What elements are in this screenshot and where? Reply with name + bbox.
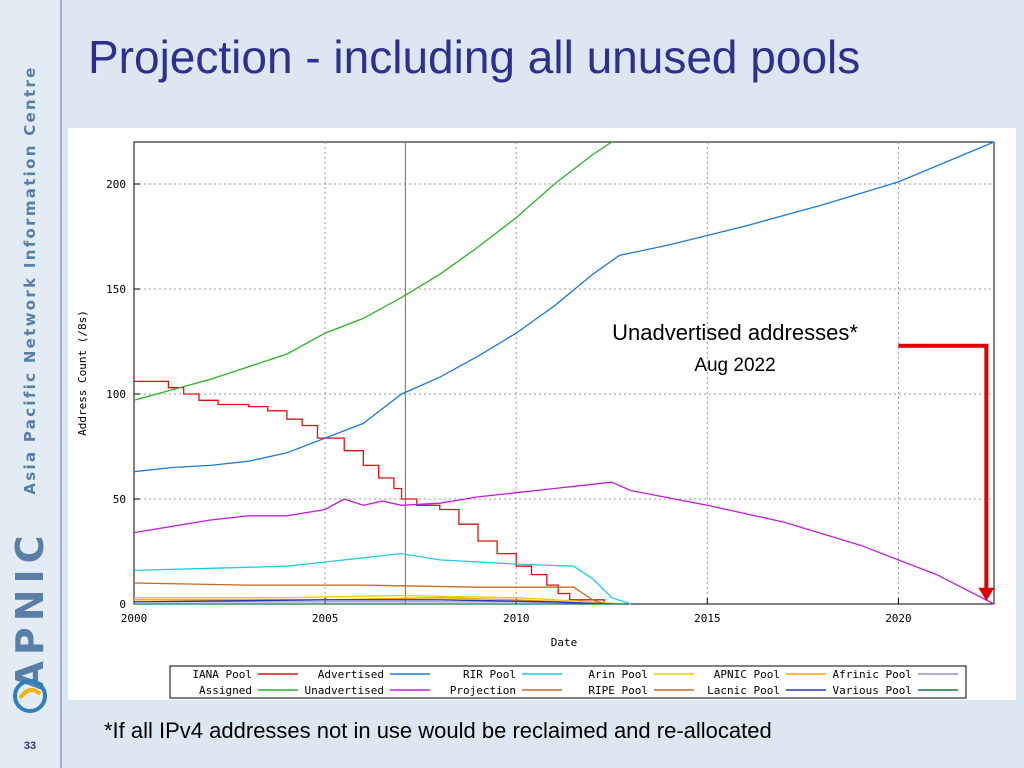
page-number: 33 — [23, 740, 37, 752]
x-tick-label: 2015 — [694, 612, 721, 625]
series-line — [133, 481, 995, 605]
y-tick-label: 50 — [113, 493, 126, 506]
legend-label: Unadvertised — [305, 684, 384, 697]
plot-frame — [133, 141, 995, 605]
x-tick-label: 2020 — [885, 612, 912, 625]
y-tick-label: 0 — [119, 598, 126, 611]
apnic-logo-icon — [13, 679, 47, 713]
sidebar: Asia Pacific Network Information Centre … — [0, 0, 62, 768]
chart-area: 0 50 100 150 200 2000 2005 2010 2015 2020 Addres… — [68, 128, 1016, 700]
legend-label: RIPE Pool — [588, 684, 648, 697]
org-name-vertical: Asia Pacific Network Information Centre — [21, 65, 39, 495]
gridlines — [134, 142, 994, 604]
legend-box — [169, 665, 967, 699]
footnote: *If all IPv4 addresses not in use would … — [104, 718, 772, 743]
legend-label: Arin Pool — [588, 668, 648, 681]
chart-svg: 0 50 100 150 200 2000 2005 2010 2015 2020 Addres… — [76, 141, 995, 699]
x-tick-label: 2010 — [503, 612, 530, 625]
series-line — [133, 582, 605, 605]
slide-title: Projection - including all unused pools — [88, 31, 861, 83]
x-tick-label: 2000 — [121, 612, 148, 625]
x-axis-label: Date — [551, 636, 578, 649]
legend-label: Various Pool — [833, 684, 912, 697]
series-line — [133, 141, 995, 473]
x-tick-label: 2005 — [312, 612, 339, 625]
legend-label: RIR Pool — [463, 668, 516, 681]
y-tick-label: 150 — [106, 283, 126, 296]
legend: IANA Pool Advertised RIR Pool Arin Pool APNI… — [192, 668, 958, 697]
legend-label: Assigned — [199, 684, 252, 697]
annotation-arrow — [898, 343, 989, 590]
series-lines — [133, 141, 995, 605]
legend-label: IANA Pool — [192, 668, 252, 681]
series-line — [133, 599, 612, 605]
series-line — [133, 552, 632, 605]
annotation: Unadvertised addresses* Aug 2022 — [612, 320, 995, 601]
y-ticks: 0 50 100 150 200 — [106, 178, 140, 611]
annotation-arrowhead — [978, 587, 995, 601]
legend-label: Advertised — [318, 668, 384, 681]
legend-label: Lacnic Pool — [707, 684, 780, 697]
series-line — [134, 380, 605, 604]
x-ticks: 2000 2005 2010 2015 2020 — [121, 598, 912, 625]
legend-label: Projection — [450, 684, 516, 697]
series-line — [133, 141, 613, 401]
annotation-text: Unadvertised addresses* — [612, 320, 858, 345]
legend-label: APNIC Pool — [714, 668, 780, 681]
annotation-subtext: Aug 2022 — [694, 355, 775, 376]
apnic-wordmark: APNIC — [8, 529, 52, 691]
legend-label: Afrinic Pool — [833, 668, 912, 681]
y-axis-label: Address Count (/8s) — [76, 310, 89, 436]
y-tick-label: 200 — [106, 178, 126, 191]
y-tick-label: 100 — [106, 388, 126, 401]
